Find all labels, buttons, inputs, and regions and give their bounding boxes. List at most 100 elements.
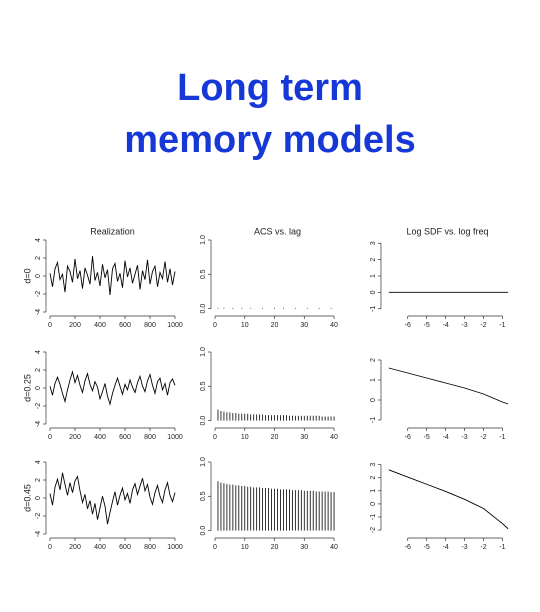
y-tick-label: 1.0 bbox=[200, 347, 207, 357]
y-tick-label: 0.0 bbox=[200, 304, 207, 314]
x-tick-label: -5 bbox=[424, 434, 430, 441]
x-tick-label: 30 bbox=[300, 434, 308, 441]
y-tick-label: 1.0 bbox=[200, 235, 207, 245]
panel-title: ACS vs. lag bbox=[254, 226, 301, 236]
x-tick-label: 400 bbox=[94, 544, 106, 551]
y-tick-label: 0.5 bbox=[200, 491, 207, 501]
x-tick-label: 10 bbox=[241, 322, 249, 329]
x-tick-label: -3 bbox=[461, 322, 467, 329]
y-tick-label: 0 bbox=[35, 386, 42, 390]
y-axis-label: d=0.25 bbox=[22, 374, 32, 402]
y-tick-label: 1 bbox=[370, 489, 377, 493]
x-tick-label: -3 bbox=[461, 544, 467, 551]
x-tick-label: 0 bbox=[48, 544, 52, 551]
series-line bbox=[388, 469, 509, 530]
y-tick-label: 0 bbox=[370, 398, 377, 402]
x-tick-label: -1 bbox=[499, 434, 505, 441]
x-tick-label: 200 bbox=[69, 544, 81, 551]
y-tick-label: 2 bbox=[35, 368, 42, 372]
x-tick-label: -6 bbox=[405, 544, 411, 551]
y-tick-label: 0 bbox=[370, 290, 377, 294]
series-line bbox=[49, 472, 176, 525]
y-tick-label: 4 bbox=[35, 350, 42, 354]
x-tick-label: 1000 bbox=[167, 322, 183, 329]
y-tick-label: 0 bbox=[35, 496, 42, 500]
x-tick-label: -4 bbox=[442, 322, 448, 329]
x-tick-label: 1000 bbox=[167, 434, 183, 441]
x-tick-label: 0 bbox=[213, 434, 217, 441]
x-tick-label: 10 bbox=[241, 434, 249, 441]
y-tick-label: 0.0 bbox=[200, 526, 207, 536]
y-tick-label: 0 bbox=[370, 502, 377, 506]
y-tick-label: -2 bbox=[370, 527, 377, 533]
y-tick-label: 4 bbox=[35, 238, 42, 242]
y-tick-label: -4 bbox=[35, 309, 42, 315]
x-tick-label: 200 bbox=[69, 322, 81, 329]
y-tick-label: -2 bbox=[35, 403, 42, 409]
x-tick-label: 600 bbox=[119, 322, 131, 329]
x-tick-label: 1000 bbox=[167, 544, 183, 551]
slide-title: Long term memory models bbox=[124, 67, 416, 161]
x-tick-label: -5 bbox=[424, 322, 430, 329]
y-tick-label: 1.0 bbox=[200, 457, 207, 467]
x-tick-label: 0 bbox=[213, 322, 217, 329]
x-tick-label: 200 bbox=[69, 434, 81, 441]
x-tick-label: -4 bbox=[442, 434, 448, 441]
panel-title: Realization bbox=[90, 226, 135, 236]
x-tick-label: 400 bbox=[94, 322, 106, 329]
y-tick-label: 2 bbox=[35, 256, 42, 260]
x-tick-label: -4 bbox=[442, 544, 448, 551]
y-tick-label: -4 bbox=[35, 421, 42, 427]
y-tick-label: 3 bbox=[370, 241, 377, 245]
y-tick-label: 2 bbox=[35, 478, 42, 482]
x-tick-label: 800 bbox=[144, 434, 156, 441]
y-tick-label: -2 bbox=[35, 513, 42, 519]
x-tick-label: 10 bbox=[241, 544, 249, 551]
x-tick-label: 20 bbox=[271, 434, 279, 441]
x-tick-label: 400 bbox=[94, 434, 106, 441]
x-tick-label: -2 bbox=[480, 544, 486, 551]
x-tick-label: 0 bbox=[48, 434, 52, 441]
y-tick-label: -1 bbox=[370, 514, 377, 520]
x-tick-label: -2 bbox=[480, 434, 486, 441]
x-tick-label: 20 bbox=[271, 544, 279, 551]
x-tick-label: -1 bbox=[499, 322, 505, 329]
y-tick-label: -1 bbox=[370, 417, 377, 423]
y-tick-label: -1 bbox=[370, 306, 377, 312]
y-tick-label: 1 bbox=[370, 274, 377, 278]
series-line bbox=[49, 370, 176, 406]
x-tick-label: -3 bbox=[461, 434, 467, 441]
y-axis-label: d=0 bbox=[22, 268, 32, 283]
x-tick-label: -5 bbox=[424, 544, 430, 551]
x-tick-label: 600 bbox=[119, 434, 131, 441]
x-tick-label: -6 bbox=[405, 434, 411, 441]
series-line bbox=[49, 256, 176, 295]
x-tick-label: 0 bbox=[213, 544, 217, 551]
y-tick-label: 2 bbox=[370, 358, 377, 362]
x-tick-label: -6 bbox=[405, 322, 411, 329]
x-tick-label: 40 bbox=[330, 434, 338, 441]
panel-title: Log SDF vs. log freq bbox=[406, 226, 488, 236]
x-tick-label: 40 bbox=[330, 544, 338, 551]
x-tick-label: -1 bbox=[499, 544, 505, 551]
x-tick-label: 20 bbox=[271, 322, 279, 329]
y-tick-label: -4 bbox=[35, 531, 42, 537]
x-tick-label: 600 bbox=[119, 544, 131, 551]
y-tick-label: 2 bbox=[370, 258, 377, 262]
x-tick-label: -2 bbox=[480, 322, 486, 329]
x-tick-label: 40 bbox=[330, 322, 338, 329]
series-line bbox=[388, 367, 509, 405]
y-tick-label: 2 bbox=[370, 476, 377, 480]
y-tick-label: 3 bbox=[370, 463, 377, 467]
y-tick-label: 1 bbox=[370, 378, 377, 382]
y-tick-label: 0 bbox=[35, 274, 42, 278]
y-tick-label: 0.5 bbox=[200, 269, 207, 279]
y-tick-label: 4 bbox=[35, 460, 42, 464]
y-axis-label: d=0.45 bbox=[22, 484, 32, 512]
x-tick-label: 30 bbox=[300, 544, 308, 551]
x-tick-label: 800 bbox=[144, 322, 156, 329]
y-tick-label: 0.5 bbox=[200, 381, 207, 391]
x-tick-label: 30 bbox=[300, 322, 308, 329]
